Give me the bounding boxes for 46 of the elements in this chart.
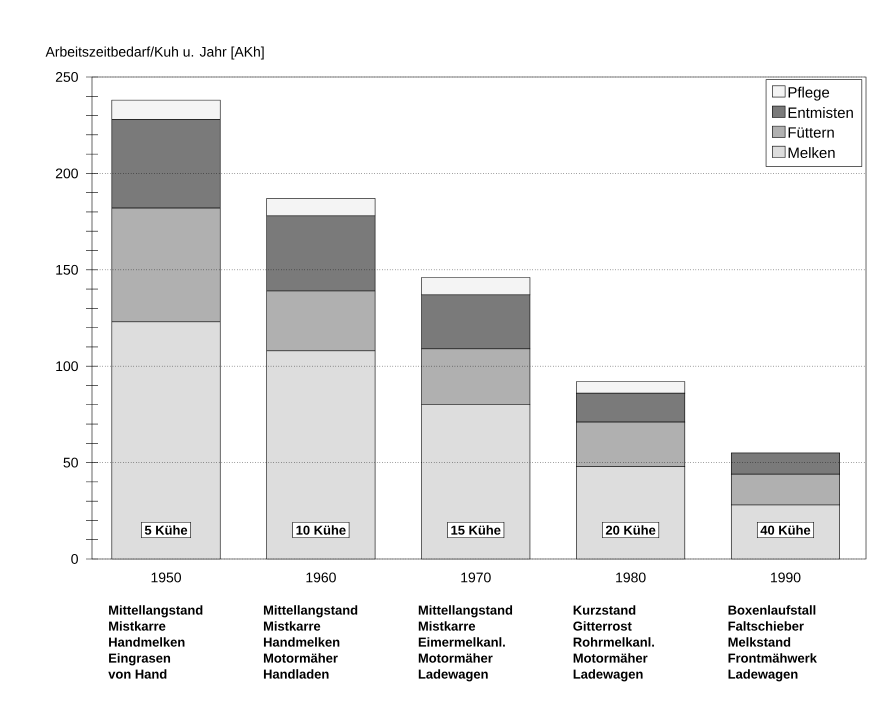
text: Kurzstand	[574, 605, 636, 615]
annotation: 10 Kühe	[296, 525, 346, 535]
x-tick-label: 1990	[771, 572, 800, 582]
text: Ladewagen	[574, 669, 643, 682]
legend-label: Füttern	[788, 127, 834, 138]
text: Boxenlaufstall	[728, 605, 816, 615]
x-tick-label: 1980	[616, 572, 646, 582]
text: Motormäher	[418, 653, 493, 663]
text: Mistkarre	[418, 621, 476, 631]
y-tick-label: 100	[56, 361, 78, 372]
y-tick-label: 0	[71, 554, 78, 564]
text: Motormäher	[574, 653, 648, 663]
x-tick-label: 1970	[461, 572, 491, 582]
text: Mittellangstand	[264, 605, 358, 618]
text: Handladen	[264, 669, 328, 679]
text: Eimermelkanl.	[418, 637, 505, 647]
y-axis-title: Arbeitszeitbedarf/Kuh u. Jahr [AKh]	[46, 46, 264, 60]
legend-label: Pflege	[788, 86, 830, 101]
text: Mittellangstand	[109, 605, 202, 618]
legend-label: Entmisten	[788, 107, 853, 118]
text: Handmelken	[264, 637, 340, 647]
text: Handmelken	[109, 637, 184, 647]
x-tick-label: 1950	[152, 572, 181, 582]
y-tick-label: 200	[56, 168, 78, 178]
x-tick-label: 1960	[306, 572, 336, 582]
text: Rohrmelkanl.	[574, 637, 654, 647]
y-tick-label: 250	[56, 72, 78, 82]
text: Gitterrost	[573, 621, 632, 631]
text: Mittellangstand	[418, 605, 512, 618]
text: Frontmähwerk	[728, 653, 817, 663]
text: Ladewagen	[418, 669, 488, 682]
legend-label: Melken	[788, 147, 835, 158]
text: Motormäher	[264, 653, 338, 663]
annotation: 20 Kühe	[606, 525, 656, 535]
text: von Hand	[108, 669, 166, 679]
y-tick-label: 50	[64, 458, 78, 468]
text: Mistkarre	[264, 621, 320, 631]
text: Eingrasen	[109, 653, 170, 666]
y-tick-label: 150	[56, 264, 78, 275]
text: Melkstand	[728, 637, 790, 647]
annotation: 40 Kühe	[760, 525, 810, 535]
annotation: 5 Kühe	[144, 525, 188, 535]
text: Ladewagen	[728, 669, 798, 682]
text: Mistkarre	[109, 621, 166, 631]
annotation: 15 Kühe	[451, 525, 500, 535]
text: Faltschieber	[728, 621, 804, 631]
